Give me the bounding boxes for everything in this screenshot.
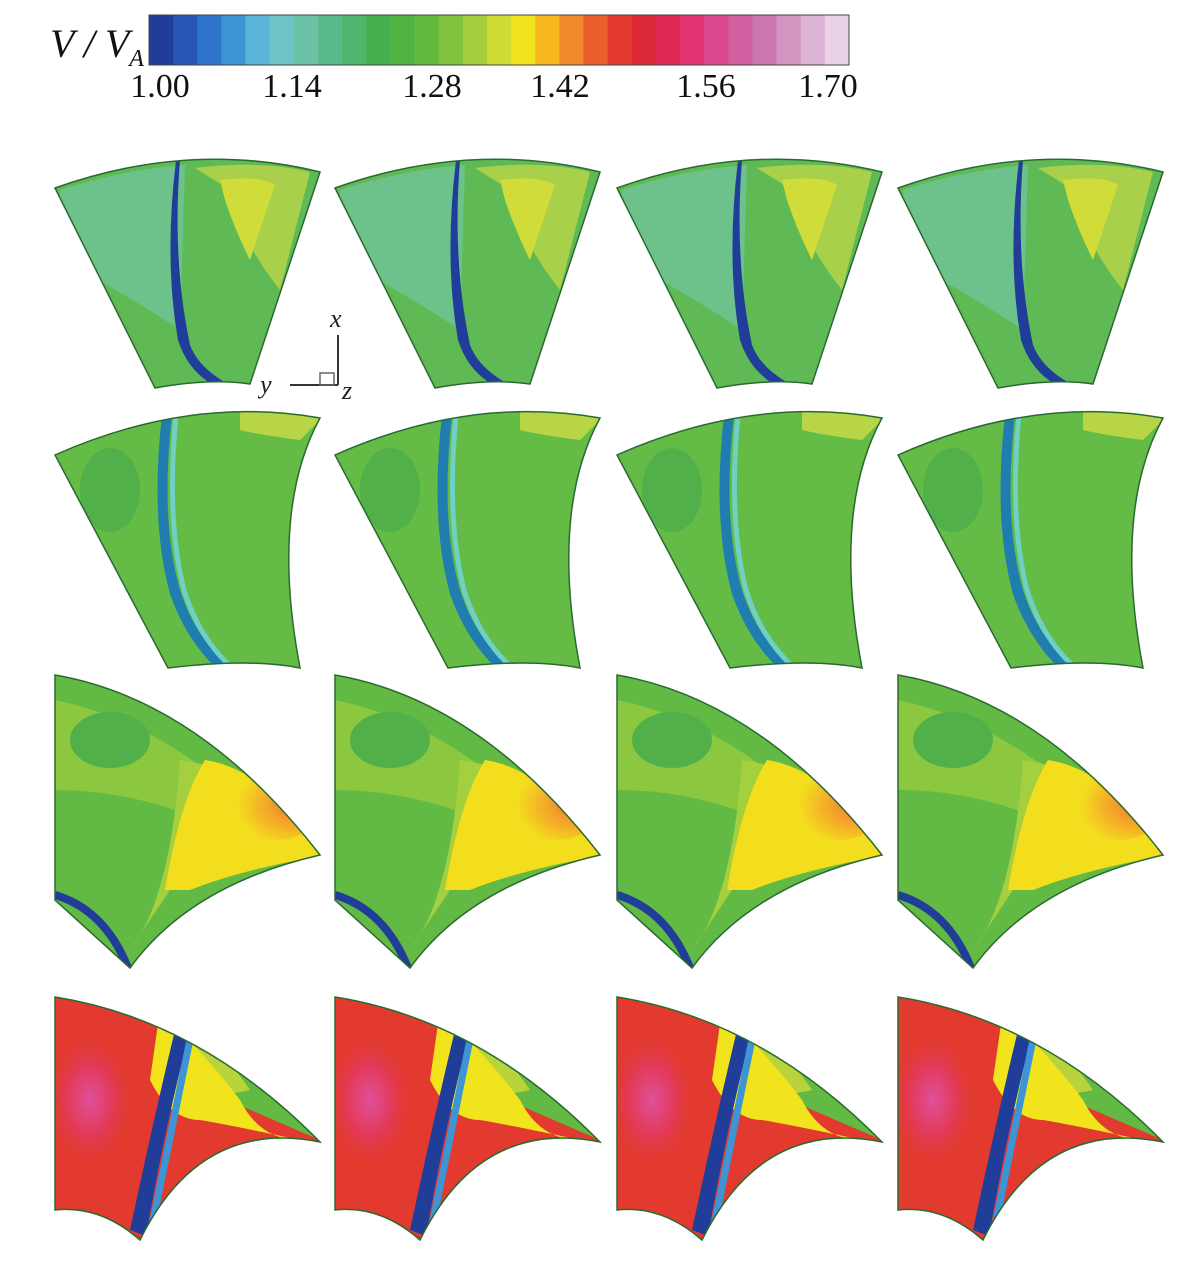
contour-panel-r2-c4 bbox=[896, 410, 1165, 669]
colorbar-swatch bbox=[776, 15, 802, 65]
colorbar-swatch bbox=[317, 15, 343, 65]
colorbar-swatch bbox=[583, 15, 609, 65]
colorbar-swatch bbox=[173, 15, 198, 65]
contour-panel-r2-c3 bbox=[615, 410, 884, 669]
colorbar-frame bbox=[148, 14, 850, 66]
colorbar-label-main: V / V bbox=[50, 21, 130, 66]
colorbar-swatch bbox=[607, 15, 633, 65]
contour-panel-r2-c1 bbox=[53, 410, 322, 669]
colorbar-swatch bbox=[293, 15, 319, 65]
colorbar-tick-label: 1.56 bbox=[676, 68, 736, 105]
colorbar-swatch bbox=[631, 15, 657, 65]
colorbar-swatch bbox=[197, 15, 222, 65]
contour-panel-r1-c1 bbox=[53, 158, 321, 389]
colorbar-swatch bbox=[342, 15, 367, 65]
colorbar-swatch bbox=[462, 15, 488, 65]
colorbar-swatch bbox=[486, 15, 512, 65]
colorbar-swatch bbox=[800, 15, 826, 65]
colorbar-swatch bbox=[752, 15, 778, 65]
colorbar-tick-label: 1.00 bbox=[130, 68, 190, 105]
colorbar-swatch bbox=[535, 15, 560, 65]
contour-panel-r4-c4 bbox=[897, 996, 1166, 1242]
contour-panel-r3-c4 bbox=[897, 674, 1165, 970]
colorbar-tick-label: 1.14 bbox=[262, 68, 322, 105]
contour-panel-r4-c3 bbox=[616, 996, 885, 1242]
contour-panel-r3-c2 bbox=[334, 674, 602, 970]
contour-panel-r1-c4 bbox=[896, 158, 1164, 389]
contour-panel-r4-c2 bbox=[334, 996, 603, 1242]
colorbar-label-subscript: A bbox=[129, 46, 144, 72]
colorbar-swatch bbox=[704, 15, 729, 65]
colorbar-swatch bbox=[245, 15, 271, 65]
contour-panel-r4-c1 bbox=[54, 996, 323, 1242]
colorbar-title: V / VA bbox=[50, 20, 144, 73]
colorbar-swatch bbox=[438, 15, 464, 65]
colorbar-tick-label: 1.70 bbox=[798, 68, 858, 105]
contour-panel-r1-c2 bbox=[333, 158, 601, 389]
colorbar-swatch bbox=[390, 15, 416, 65]
colorbar-swatch bbox=[366, 15, 391, 65]
colorbar-swatch bbox=[149, 15, 174, 65]
colorbar-swatch bbox=[221, 15, 247, 65]
contour-panel-r3-c3 bbox=[616, 674, 884, 970]
colorbar-swatch bbox=[269, 15, 295, 65]
panels-grid bbox=[53, 158, 1166, 1242]
colorbar-swatch bbox=[414, 15, 440, 65]
axes-indicator: y x z bbox=[257, 304, 352, 405]
contour-panel-r3-c1 bbox=[54, 674, 322, 970]
axis-label-x: x bbox=[329, 304, 342, 333]
contour-panel-r2-c2 bbox=[333, 410, 602, 669]
z-axis-box bbox=[319, 372, 335, 386]
axis-label-y: y bbox=[257, 370, 272, 399]
colorbar-tick-label: 1.42 bbox=[530, 68, 590, 105]
colorbar-swatch bbox=[655, 15, 681, 65]
colorbar bbox=[148, 14, 850, 66]
colorbar-swatch bbox=[680, 15, 705, 65]
colorbar-tick-label: 1.28 bbox=[402, 68, 462, 105]
axis-label-z: z bbox=[341, 376, 352, 405]
colorbar-swatch bbox=[559, 15, 584, 65]
colorbar-swatch bbox=[728, 15, 753, 65]
contour-panel-r1-c3 bbox=[615, 158, 883, 389]
colorbar-swatch bbox=[511, 15, 536, 65]
colorbar-swatch bbox=[824, 15, 850, 65]
